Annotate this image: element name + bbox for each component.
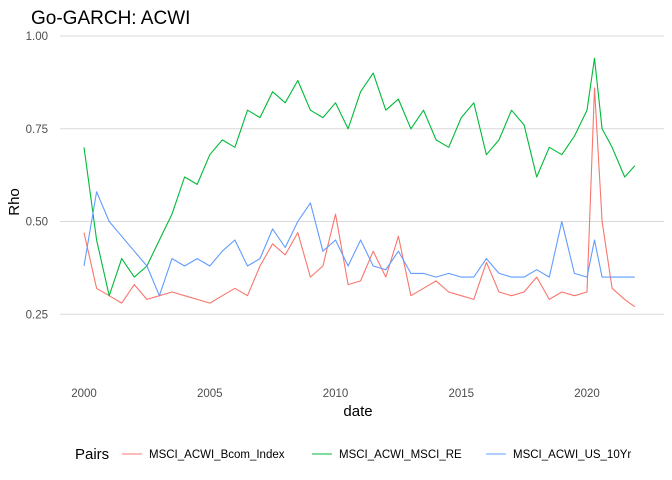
legend-label-10yr: MSCI_ACWI_US_10Yr	[513, 449, 631, 461]
y-tick-label: 0.75	[26, 124, 48, 136]
x-axis-title: date	[343, 403, 372, 420]
series-line-re	[83, 57, 636, 297]
y-tick-label: 0.25	[26, 309, 48, 321]
x-tick-label: 2020	[574, 388, 600, 400]
x-tick-label: 2000	[71, 388, 97, 400]
legend-title: Pairs	[75, 446, 109, 463]
y-axis-title: Rho	[6, 188, 23, 216]
legend: Pairs MSCI_ACWI_Bcom_Index MSCI_ACWI_MSC…	[75, 446, 631, 463]
grid	[60, 35, 664, 315]
legend-label-re: MSCI_ACWI_MSCI_RE	[339, 449, 462, 461]
y-tick-label: 0.50	[26, 217, 48, 229]
x-tick-label: 2015	[448, 388, 474, 400]
series-line-bcom	[83, 87, 636, 308]
series-lines	[83, 57, 636, 308]
series-line-10yr	[83, 191, 635, 297]
x-tick-label: 2010	[323, 388, 349, 400]
y-tick-label: 1.00	[26, 31, 48, 43]
x-tick-label: 2005	[197, 388, 223, 400]
legend-label-bcom: MSCI_ACWI_Bcom_Index	[149, 449, 285, 461]
x-axis-ticks: 2000 2005 2010 2015 2020	[71, 388, 600, 400]
chart-title: Go-GARCH: ACWI	[31, 8, 190, 29]
y-axis-ticks: 0.25 0.50 0.75 1.00	[26, 31, 48, 321]
